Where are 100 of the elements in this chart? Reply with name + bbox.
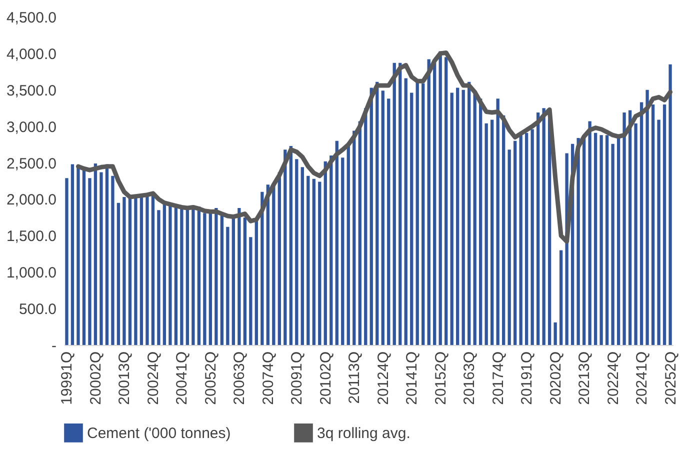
bar — [122, 197, 126, 345]
x-tick-label: 20091Q — [288, 352, 306, 405]
x-tick-label: 20174Q — [490, 352, 507, 405]
y-tick-label: 2,000.0 — [6, 192, 56, 209]
bar — [651, 104, 655, 345]
bar — [226, 226, 230, 345]
bar — [140, 196, 144, 345]
line-series — [76, 50, 673, 244]
bar — [662, 104, 666, 345]
bar — [427, 59, 430, 345]
bar — [524, 132, 528, 345]
bar — [335, 140, 338, 345]
bar — [128, 197, 132, 345]
bar — [588, 121, 592, 345]
bar — [490, 120, 494, 345]
bar — [88, 178, 92, 345]
bar — [203, 213, 206, 345]
bar — [243, 217, 246, 345]
bar — [392, 62, 396, 345]
bar — [312, 178, 316, 345]
bar — [364, 108, 368, 345]
bar — [416, 82, 419, 345]
x-tick-label: 20013Q — [116, 352, 134, 405]
bar — [100, 172, 103, 345]
bar — [554, 322, 557, 345]
bar — [324, 161, 327, 345]
bar — [508, 150, 511, 345]
bar — [519, 135, 522, 345]
y-tick-label: 1,000.0 — [6, 264, 56, 282]
bar — [450, 92, 454, 345]
bar — [295, 159, 298, 345]
bar — [220, 214, 224, 345]
x-tick-label: 20241Q — [634, 352, 651, 405]
bar — [628, 110, 632, 345]
bar — [640, 102, 644, 345]
bar — [387, 98, 390, 345]
x-tick-label: 20124Q — [374, 352, 392, 405]
bar — [502, 115, 506, 345]
bar — [622, 112, 626, 345]
bar — [576, 138, 580, 345]
bar — [306, 176, 310, 345]
x-tick-label: 20002Q — [87, 352, 104, 405]
bar — [376, 82, 379, 345]
y-tick-label: 4,000.0 — [6, 46, 56, 63]
y-tick-label: 1,500.0 — [6, 228, 56, 246]
bar — [82, 169, 86, 345]
y-tick-label: - — [52, 338, 56, 354]
bar — [214, 208, 218, 345]
x-tick-label: 20202Q — [547, 352, 564, 405]
bar — [289, 146, 292, 345]
y-tick-label: 3,000.0 — [6, 118, 56, 136]
bar — [370, 88, 373, 345]
bar — [496, 98, 500, 345]
bar — [358, 121, 362, 345]
y-tick-label: 2,500.0 — [6, 155, 56, 172]
x-tick-label: 20102Q — [317, 352, 334, 405]
bar — [111, 176, 114, 345]
bar — [582, 136, 586, 345]
bar — [473, 92, 476, 345]
bar — [468, 82, 471, 345]
bar — [513, 140, 517, 345]
x-tick-label: 20113Q — [346, 352, 364, 404]
x-tick-label: 20152Q — [432, 352, 450, 405]
bar — [444, 57, 448, 345]
bar — [422, 83, 425, 345]
bar — [168, 204, 172, 345]
bar — [404, 78, 408, 345]
bar — [433, 62, 436, 345]
x-tick-label: 20141Q — [404, 352, 421, 405]
x-tick-label: 20163Q — [461, 352, 478, 405]
bar — [646, 90, 649, 345]
bar — [616, 136, 620, 345]
bar — [116, 202, 120, 345]
bar — [381, 90, 384, 345]
bar — [398, 62, 402, 345]
bar — [530, 129, 534, 345]
x-tick-label: 20052Q — [202, 352, 220, 405]
bar — [352, 130, 356, 345]
bar — [318, 182, 322, 345]
bar — [346, 146, 350, 345]
x-tick-label: 20224Q — [604, 352, 622, 405]
x-tick-label: 20041Q — [174, 352, 191, 405]
bar — [542, 108, 546, 345]
bar — [284, 150, 287, 345]
bar — [536, 112, 540, 345]
bar — [657, 120, 660, 345]
y-tick-label: 3,500.0 — [6, 82, 56, 100]
bar — [65, 178, 68, 345]
bar — [456, 88, 460, 345]
x-tick-label: 20074Q — [260, 352, 277, 405]
bar — [174, 206, 178, 345]
x-tick-label: 20191Q — [518, 352, 536, 405]
bar — [162, 204, 166, 345]
bar — [94, 164, 98, 345]
bar — [232, 217, 236, 345]
bar — [600, 135, 603, 345]
bar — [105, 164, 109, 345]
bar — [300, 167, 304, 345]
bar — [605, 135, 609, 345]
x-tick-label: 20024Q — [144, 352, 162, 405]
